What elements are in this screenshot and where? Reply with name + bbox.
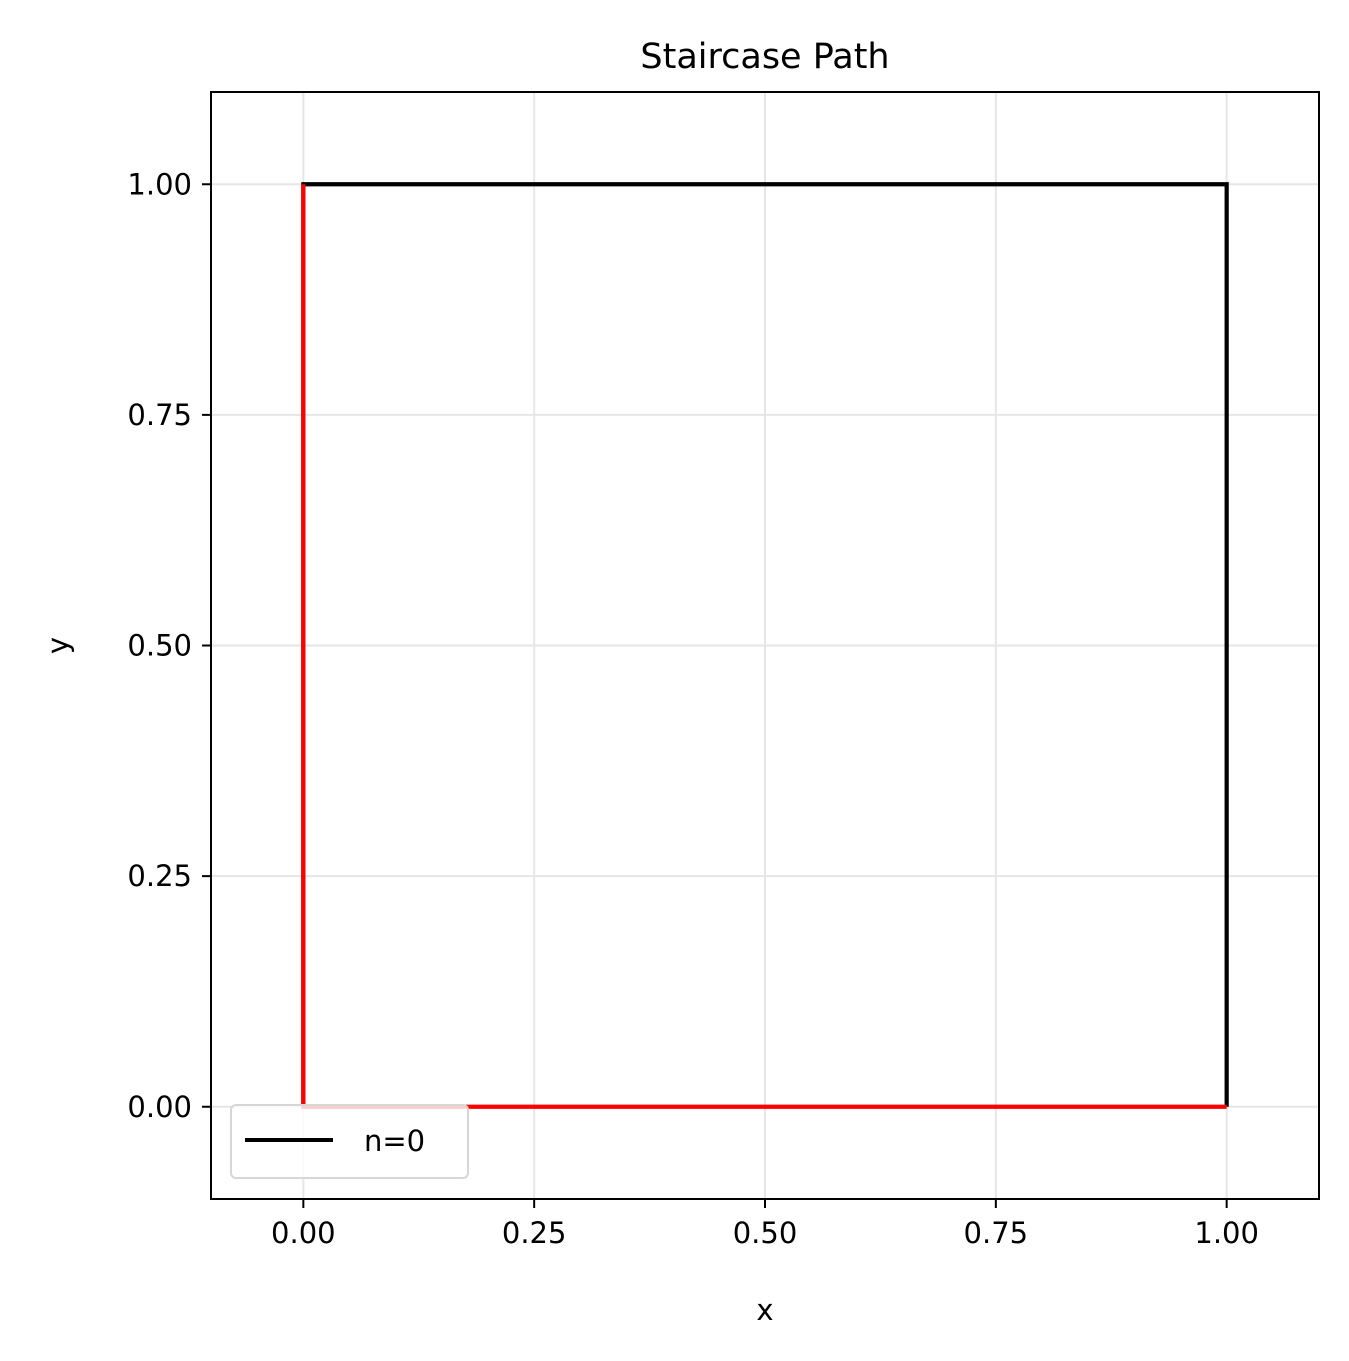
- x-tick-label: 1.00: [1194, 1216, 1259, 1250]
- x-tick-label: 0.75: [964, 1216, 1029, 1250]
- chart-title: Staircase Path: [640, 37, 889, 77]
- x-axis-title: x: [756, 1293, 773, 1327]
- legend-label-n0: n=0: [364, 1124, 425, 1158]
- y-tick-label: 0.00: [127, 1090, 192, 1124]
- y-tick-label: 0.75: [127, 398, 192, 432]
- y-tick-label: 1.00: [127, 167, 192, 201]
- x-tick-label: 0.00: [271, 1216, 336, 1250]
- legend-box: [230, 1104, 469, 1179]
- y-axis-title: y: [41, 637, 75, 654]
- legend: n=0: [230, 1104, 469, 1179]
- y-tick-label: 0.25: [127, 859, 192, 893]
- y-tick-label: 0.50: [127, 629, 192, 663]
- axis-ticks: 0.00 0.25 0.50 0.75 1.00 0.00 0.25 0.50 0.75 1.00: [127, 167, 1259, 1250]
- x-tick-label: 0.50: [733, 1216, 798, 1250]
- x-tick-label: 0.25: [502, 1216, 567, 1250]
